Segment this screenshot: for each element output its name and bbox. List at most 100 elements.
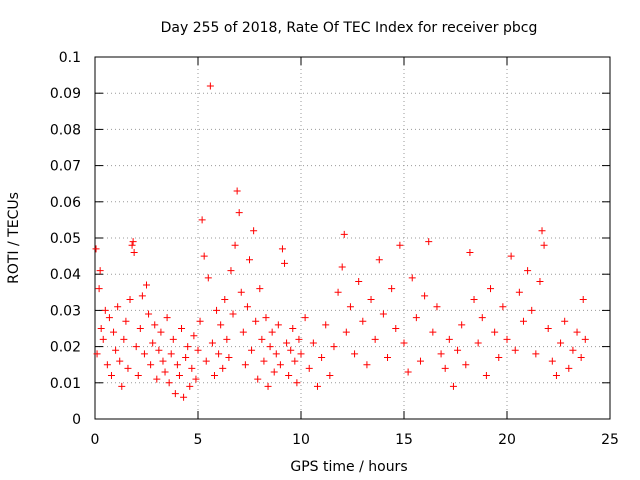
data-point xyxy=(538,227,546,235)
data-point xyxy=(213,306,221,314)
data-point xyxy=(163,314,171,322)
data-point xyxy=(342,328,350,336)
data-point xyxy=(266,343,274,351)
x-tick-label: 25 xyxy=(601,432,619,448)
data-point xyxy=(169,335,177,343)
data-point xyxy=(544,325,552,332)
data-point xyxy=(196,317,204,325)
data-point xyxy=(252,317,260,325)
data-point xyxy=(227,267,235,275)
data-point xyxy=(499,303,507,311)
data-point xyxy=(262,314,270,322)
data-point xyxy=(487,285,495,293)
data-point xyxy=(363,361,371,369)
data-point xyxy=(536,277,544,285)
data-point xyxy=(416,357,424,365)
data-point xyxy=(93,350,101,358)
data-point xyxy=(441,364,449,372)
data-point xyxy=(167,350,175,358)
data-point xyxy=(120,335,128,343)
data-point xyxy=(208,339,216,347)
data-point xyxy=(272,350,280,358)
data-point xyxy=(371,335,379,343)
data-point xyxy=(552,372,560,380)
y-tick-label: 0.06 xyxy=(50,195,81,211)
data-point xyxy=(287,346,295,354)
data-point xyxy=(151,321,159,329)
data-point xyxy=(346,303,354,311)
y-tick-label: 0.03 xyxy=(50,303,81,319)
data-point xyxy=(507,252,515,260)
data-point xyxy=(528,306,536,314)
data-point xyxy=(524,267,532,275)
data-point xyxy=(388,285,396,293)
data-point xyxy=(229,310,237,318)
data-point xyxy=(250,227,258,235)
data-point xyxy=(256,285,264,293)
data-point xyxy=(225,353,233,361)
data-point xyxy=(462,361,470,369)
data-point xyxy=(408,274,416,282)
data-point xyxy=(573,328,581,336)
data-point xyxy=(421,292,429,300)
data-point xyxy=(268,328,276,336)
data-point xyxy=(270,368,278,376)
data-point xyxy=(278,245,286,253)
data-point xyxy=(231,241,239,249)
data-point xyxy=(470,296,478,304)
data-point xyxy=(264,382,272,390)
data-point xyxy=(400,339,408,347)
data-point xyxy=(532,350,540,358)
data-point xyxy=(184,343,192,351)
data-point xyxy=(445,335,453,343)
data-point xyxy=(495,353,503,361)
y-tick-label: 0.02 xyxy=(50,340,81,356)
data-point xyxy=(276,361,284,369)
data-point xyxy=(281,259,289,267)
data-point xyxy=(396,241,404,249)
data-point xyxy=(313,382,321,390)
data-point xyxy=(241,361,249,369)
data-point xyxy=(503,335,511,343)
data-point xyxy=(132,343,140,351)
data-point xyxy=(128,241,136,249)
data-point xyxy=(359,317,367,325)
data-point xyxy=(367,296,375,304)
data-point xyxy=(297,350,305,358)
data-point xyxy=(243,303,251,311)
data-point xyxy=(210,372,218,380)
data-point xyxy=(309,339,317,347)
data-point xyxy=(99,335,107,343)
x-tick-label: 5 xyxy=(194,432,203,448)
data-point xyxy=(239,328,247,336)
data-point xyxy=(129,238,137,246)
chart-title: Day 255 of 2018, Rate Of TEC Index for r… xyxy=(161,20,538,36)
x-axis: 0 5 10 15 20 25 xyxy=(91,57,619,448)
data-point xyxy=(140,350,148,358)
data-point xyxy=(145,310,153,318)
data-point xyxy=(178,325,186,332)
data-point xyxy=(458,321,466,329)
data-point xyxy=(138,292,146,300)
plot-frame xyxy=(94,56,611,420)
data-point xyxy=(143,281,150,289)
data-point xyxy=(449,382,457,390)
data-point xyxy=(355,277,363,285)
data-point xyxy=(540,241,548,249)
y-tick-label: 0.09 xyxy=(50,86,81,102)
x-tick-label: 10 xyxy=(292,432,310,448)
data-point xyxy=(202,357,210,365)
data-point xyxy=(429,328,437,336)
data-point xyxy=(159,357,167,365)
x-axis-label: GPS time / hours xyxy=(290,459,407,475)
data-point xyxy=(254,375,262,383)
data-point xyxy=(153,375,161,383)
data-point xyxy=(581,335,589,343)
data-point xyxy=(105,314,113,322)
data-point xyxy=(200,252,208,260)
data-point xyxy=(223,335,231,343)
data-point xyxy=(548,357,556,365)
data-point xyxy=(149,339,157,347)
data-point xyxy=(291,357,299,365)
data-point xyxy=(194,346,202,354)
